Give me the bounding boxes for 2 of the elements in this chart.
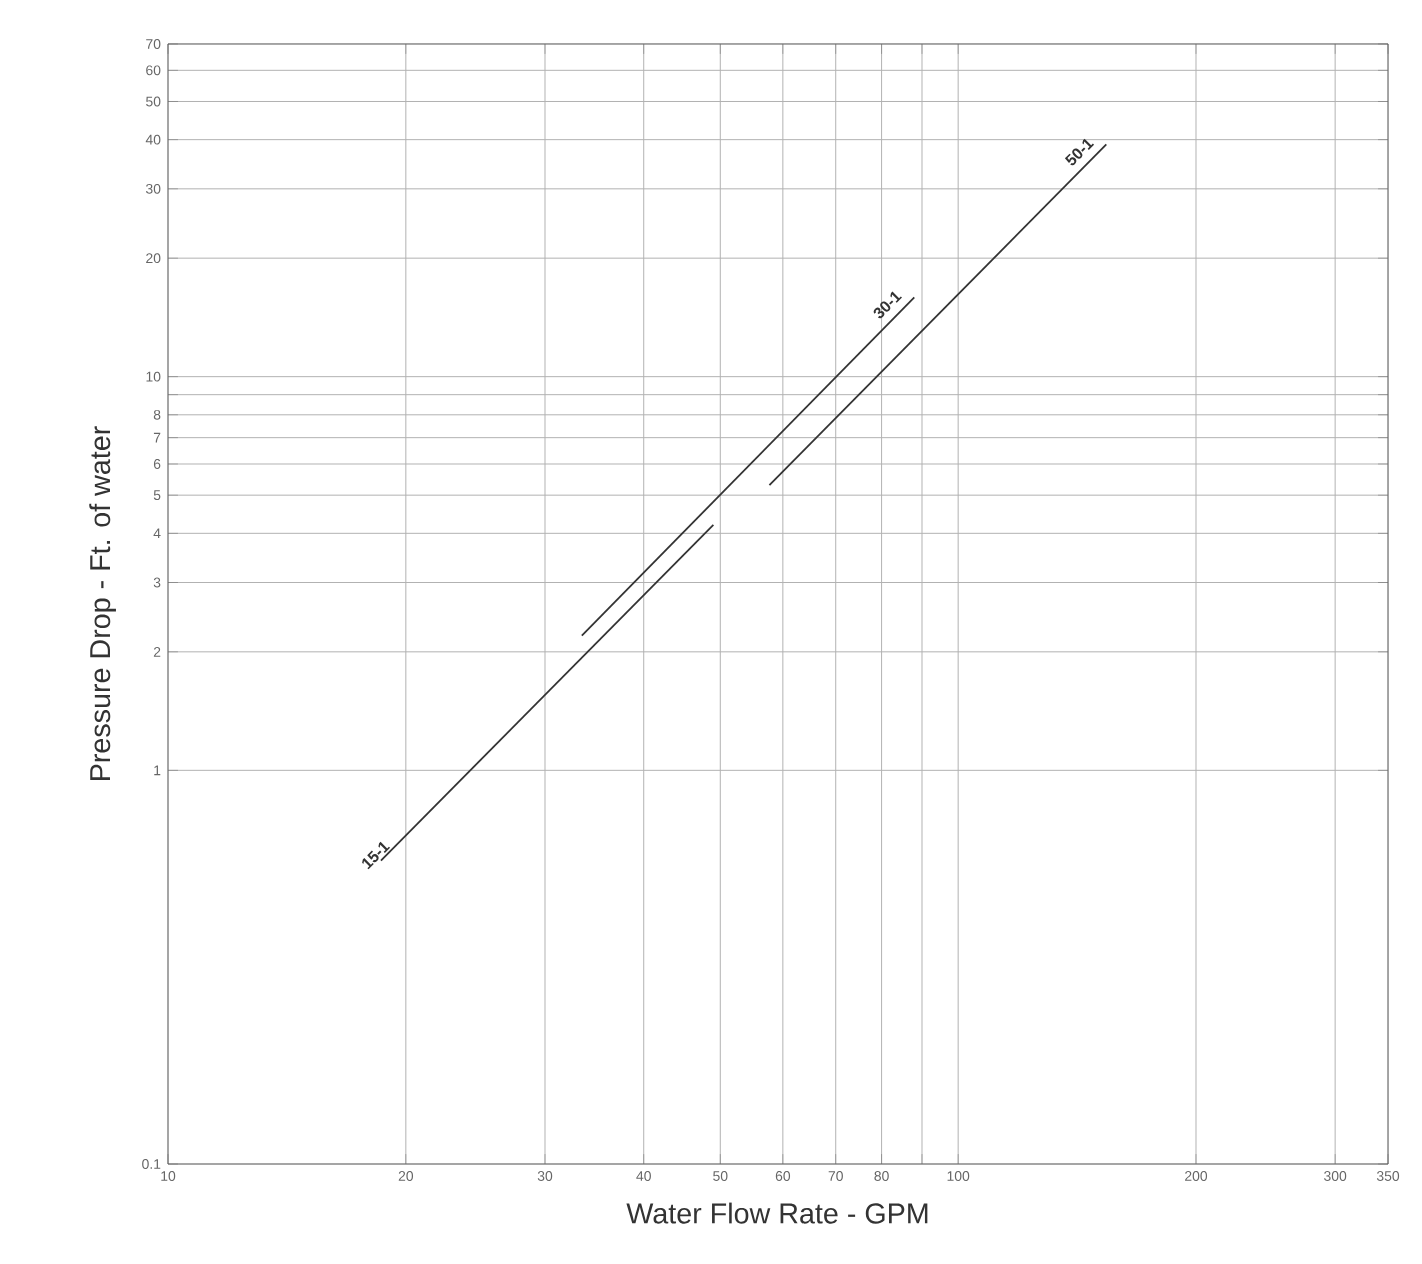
x-axis-title: Water Flow Rate - GPM bbox=[626, 1202, 928, 1224]
y-axis-title: Pressure Drop - Ft. of water bbox=[89, 426, 116, 780]
